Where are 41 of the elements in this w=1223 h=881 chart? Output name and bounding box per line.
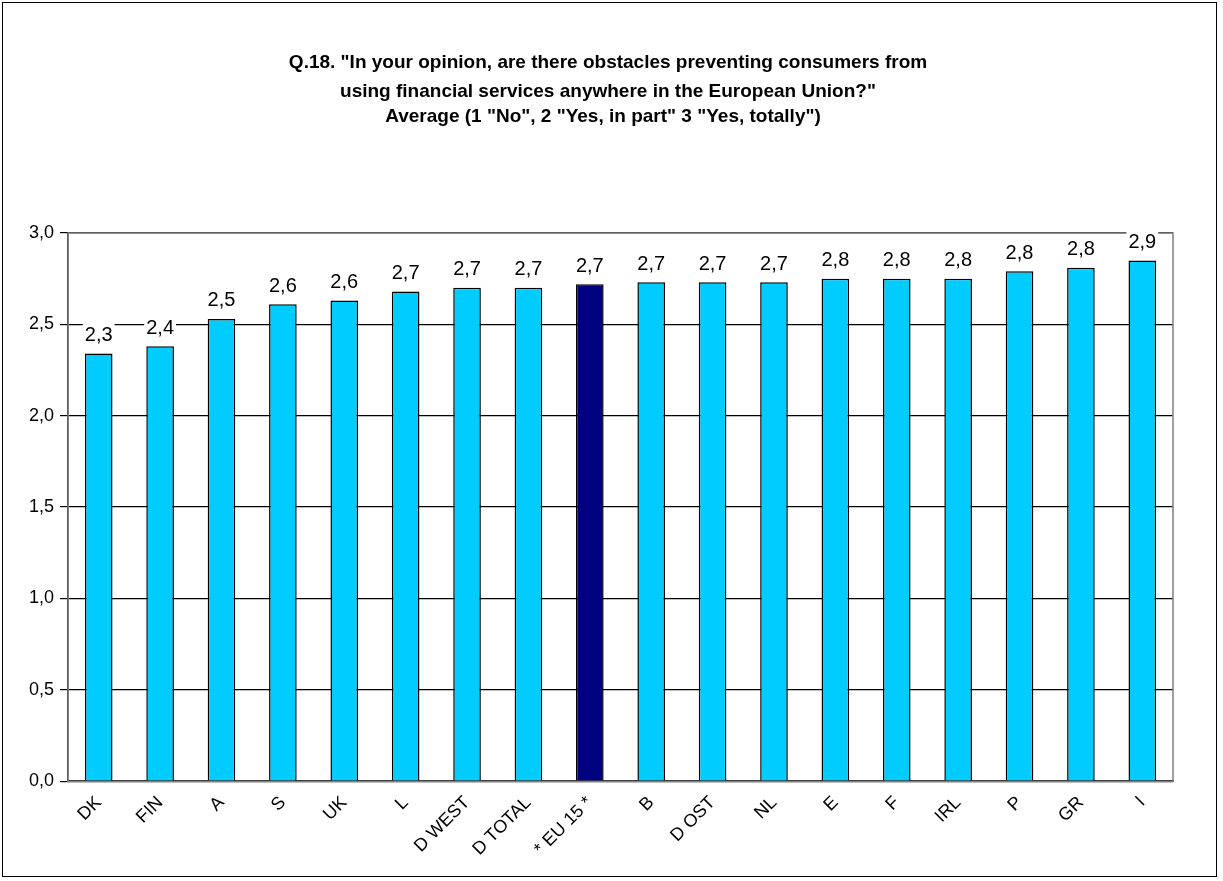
x-tick-label: UK [318, 791, 351, 824]
x-tick-label: IRL [930, 791, 965, 826]
x-tick-label: F [881, 791, 904, 814]
data-label: 2,7 [514, 257, 543, 280]
data-label: 2,7 [760, 251, 788, 274]
y-tick-label: 0,0 [28, 770, 55, 791]
x-tick-label: NL [749, 791, 781, 823]
data-label: 2,7 [698, 251, 727, 274]
y-tick-label: 1,0 [28, 587, 55, 608]
data-label: 2,8 [1067, 237, 1095, 260]
x-tick-label: B [634, 791, 658, 815]
data-label: 2,8 [821, 248, 850, 271]
data-label: 2,8 [882, 248, 911, 271]
data-label: 2,3 [84, 323, 113, 346]
data-label: 2,8 [944, 248, 973, 271]
data-label: 2,9 [1128, 229, 1157, 252]
x-tick-label: S [266, 791, 290, 815]
x-tick-label: DK [73, 791, 106, 824]
y-tick-label: 2,5 [28, 313, 55, 334]
x-tick-label: A [205, 791, 228, 815]
data-label: 2,7 [575, 253, 604, 276]
x-tick-label: E [819, 791, 842, 815]
y-tick-label: 3,0 [28, 221, 55, 242]
y-tick-label: 0,5 [28, 678, 55, 699]
data-label: 2,7 [637, 251, 666, 274]
data-label: 2,6 [330, 270, 359, 293]
data-label: 2,8 [1005, 240, 1034, 263]
y-tick-label: 1,5 [28, 496, 55, 517]
chart-title: Q.18. "In your opinion, are there obstacles preventing consumers from using financial services anywhere in the European Union?" [287, 50, 929, 103]
x-tick-label: FIN [131, 791, 167, 827]
data-label: 2,5 [207, 288, 236, 311]
x-tick-label: I [1130, 791, 1149, 810]
x-tick-label: P [1003, 791, 1026, 815]
chart-subtitle: Average (1 "No", 2 "Yes, in part" 3 "Yes, totally") [384, 105, 822, 127]
data-label: 2,7 [391, 260, 420, 283]
data-label: 2,7 [453, 257, 481, 280]
x-tick-label: L [390, 791, 412, 814]
y-tick-label: 2,0 [28, 404, 55, 425]
data-label: 2,4 [146, 315, 175, 338]
x-tick-label: GR [1054, 791, 1088, 826]
data-label: 2,6 [268, 273, 297, 296]
